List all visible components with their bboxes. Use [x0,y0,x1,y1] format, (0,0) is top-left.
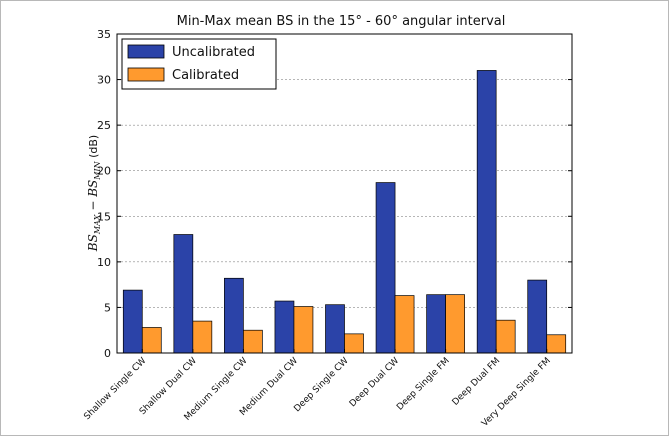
y-label-main-2: BS [86,180,100,198]
bar-uncalibrated-5 [325,304,345,354]
bar-uncalibrated-2 [173,234,194,354]
y-label-minus: − [86,197,100,215]
x-tick-label: Deep Dual CW [348,356,401,409]
bar-calibrated-5 [344,333,364,354]
y-tick-label: 20 [97,165,111,178]
y-tick-label: 10 [97,256,111,269]
y-tick-label: 25 [97,119,111,132]
y-tick-label: 30 [97,74,111,87]
bar-uncalibrated-1 [122,289,143,354]
x-tick-label: Deep Single CW [292,356,350,414]
x-tick-label: Shallow Single CW [82,356,148,422]
x-tick-label: Deep Single FM [395,356,452,413]
bars [122,70,567,354]
y-tick-label: 15 [97,210,111,223]
bar-calibrated-9 [546,334,567,354]
bar-uncalibrated-7 [426,294,446,354]
bar-calibrated-3 [243,329,263,354]
bar-uncalibrated-3 [224,277,244,354]
y-tick-label: 0 [104,347,111,360]
y-label-main: BS [86,234,100,252]
bar-uncalibrated-9 [527,279,548,354]
y-label-sub-min: MIN [93,160,102,180]
bar-calibrated-1 [141,327,162,354]
y-tick-label: 35 [97,28,111,41]
chart-title: Min-Max mean BS in the 15° - 60° angular… [177,14,506,29]
bar-uncalibrated-4 [274,300,295,354]
bar-uncalibrated-6 [375,182,396,354]
y-axis-label: BSMAX − BSMIN (dB) [86,135,102,252]
y-axis-ticks: 0 5 10 15 20 25 30 35 [97,28,572,360]
bar-calibrated-8 [495,319,516,354]
y-label-sub-max: MAX [93,214,102,235]
bar-calibrated-6 [394,295,415,354]
bar-uncalibrated-8 [476,70,497,354]
x-tick-label: Medium Dual CW [238,356,300,418]
bar-calibrated-4 [293,306,314,354]
y-label-unit: (dB) [87,135,100,162]
bar-calibrated-2 [192,320,213,354]
legend-label-calibrated: Calibrated [172,68,239,83]
legend: Uncalibrated Calibrated [121,38,277,90]
legend-swatch-uncalibrated [127,44,165,59]
bar-calibrated-7 [445,294,465,354]
legend-swatch-calibrated [127,67,165,82]
legend-label-uncalibrated: Uncalibrated [172,45,255,60]
x-tick-label: Deep Dual FM [451,356,503,408]
y-tick-label: 5 [104,301,111,314]
